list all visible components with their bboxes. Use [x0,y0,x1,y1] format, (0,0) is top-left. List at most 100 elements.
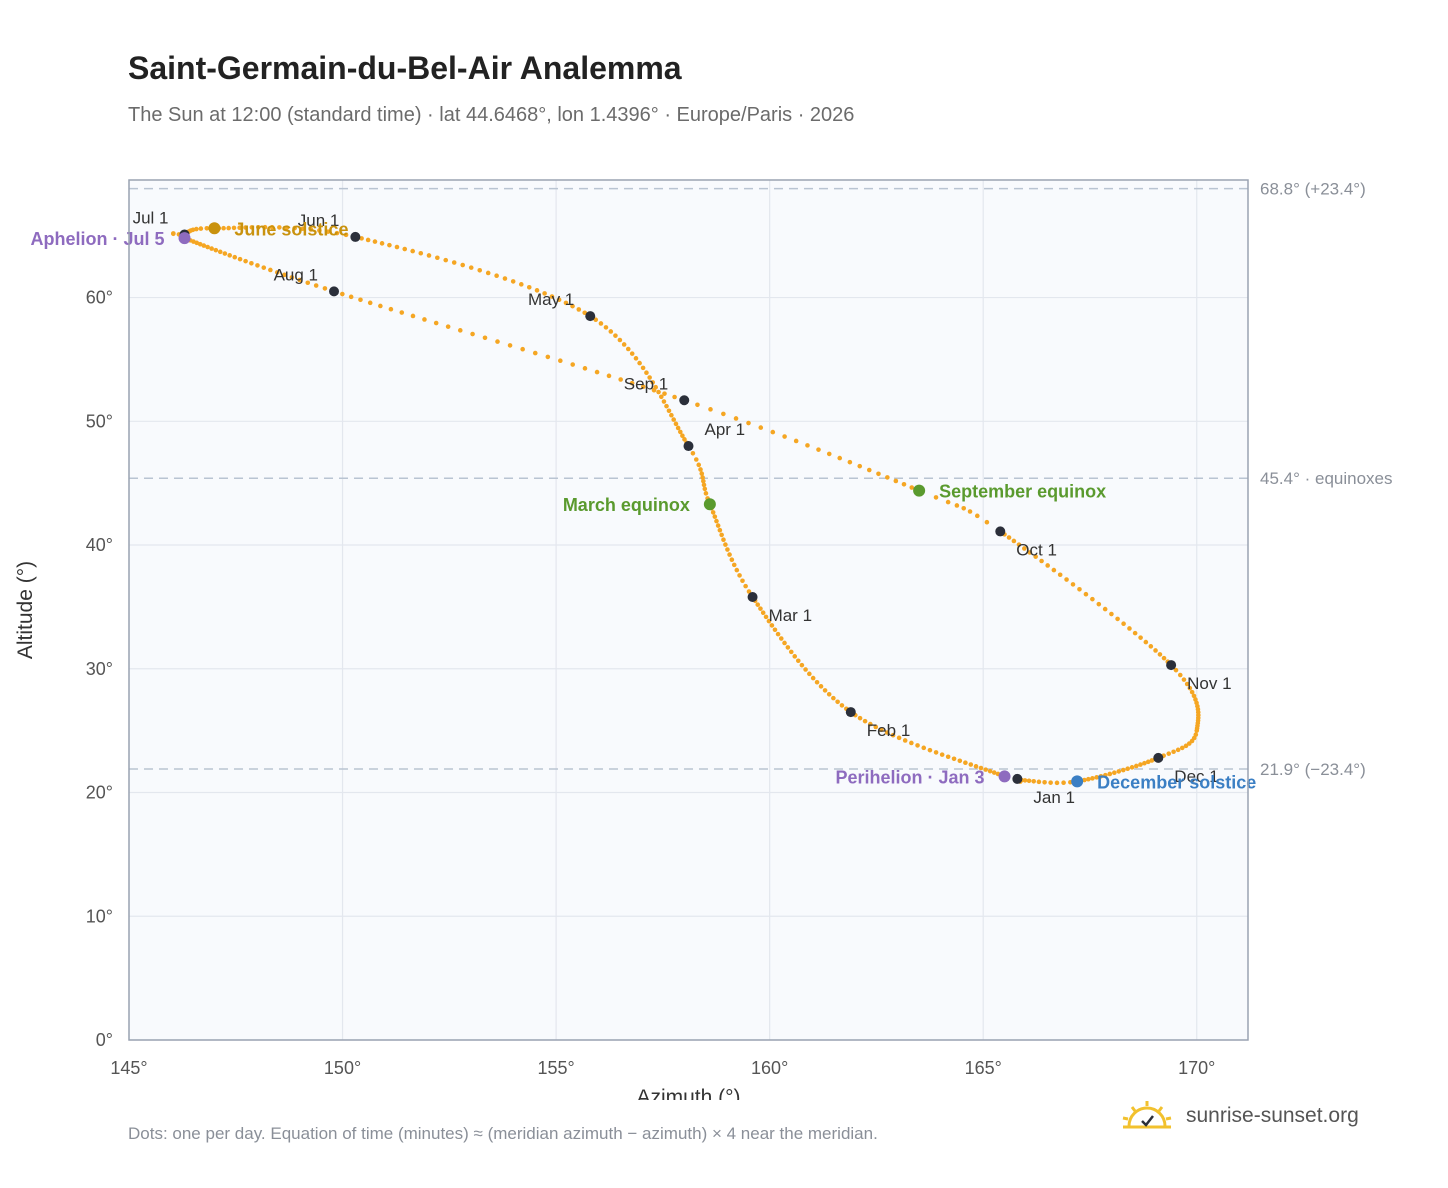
day-dot [673,421,679,427]
day-dot [690,450,696,456]
day-dot [782,640,787,646]
day-dot [494,273,499,279]
day-dot [194,240,200,246]
day-dot [556,297,562,302]
day-dot [457,328,463,333]
day-dot [621,342,627,347]
day-dot [289,275,295,280]
day-dot [957,758,963,764]
day-dot [558,358,563,364]
day-dot [782,434,787,439]
day-dot [746,420,751,426]
day-dot [1102,606,1108,612]
day-dot [731,562,737,568]
day-dot [209,246,214,251]
day-dot [399,310,405,315]
day-dot [1184,681,1190,687]
day-dot [876,471,881,477]
y-axis-title: Altitude (°) [14,561,37,659]
day-dot [680,433,685,439]
month-label: Oct 1 [1016,540,1057,559]
day-dot [204,225,210,231]
day-dot [961,506,967,511]
day-dot [921,745,927,751]
month-marker [683,441,694,452]
day-dot [274,270,280,275]
day-dot [598,321,604,326]
day-dot [226,225,231,231]
day-dot [334,230,340,236]
event-marker [1071,775,1084,788]
month-marker [1153,752,1164,763]
day-dot [987,768,993,774]
day-dot [666,408,672,414]
day-dot [893,478,899,484]
day-dot [201,243,207,248]
day-dot [629,380,635,386]
day-dot [818,684,824,689]
day-dot [1125,766,1130,772]
month-label: Sep 1 [624,374,668,393]
day-dot [1039,558,1044,564]
plot-frame [128,179,1249,1041]
x-tick-label: 150° [324,1058,361,1078]
day-dot [700,475,705,480]
day-dot [410,248,415,254]
day-dot [1149,758,1155,763]
reference-label: 68.8° (+23.4°) [1260,180,1366,199]
day-dot [255,263,260,268]
day-dot [939,752,945,757]
day-dot [879,727,884,733]
day-dot [305,280,311,286]
day-dot [1148,644,1154,649]
day-dot [1086,776,1091,782]
day-dot [359,236,364,241]
day-dot [708,407,713,412]
day-dot [277,225,282,230]
day-dot [772,627,778,633]
day-dot [1191,693,1197,699]
analemma-chart: 68.8° (+23.4°) 45.4° · equinoxes 21.9° (−2… [14,179,1393,1100]
day-dot [603,325,609,330]
day-dot [973,764,979,769]
day-dot [1094,775,1099,780]
day-dot [1090,596,1095,602]
day-dot [308,227,314,232]
day-dot [792,654,798,659]
day-dot [712,514,718,519]
day-dot [1120,767,1126,773]
day-dot [837,455,843,461]
day-dot [618,377,623,382]
day-dot [1121,621,1126,627]
day-dot [262,224,268,230]
day-dot [675,425,681,431]
event-marker [178,232,191,245]
reference-lines: 68.8° (+23.4°) 45.4° · equinoxes 21.9° (−2… [129,180,1393,779]
day-dot [468,265,474,270]
day-dot [613,333,618,338]
day-dot [606,373,612,379]
day-dot [617,337,623,343]
day-dot [433,320,439,326]
day-dot [699,471,705,476]
month-marker [747,592,758,603]
day-dot [721,411,726,417]
day-dot [1181,677,1187,682]
x-axis-title: Azimuth (°) [636,1086,740,1100]
day-dot [896,735,902,741]
day-dot [340,291,345,297]
brand[interactable]: sunrise-sunset.org [1120,1100,1359,1132]
day-dot [839,703,845,708]
day-dot [775,631,781,637]
day-dot [237,225,242,231]
day-dot [866,467,872,473]
day-dot [410,313,416,319]
month-label: Jun 1 [298,211,340,230]
chart-title: Saint-Germain-du-Bel-Air Analemma [128,50,682,86]
y-tick-label: 20° [86,783,113,803]
day-dot [1027,550,1033,555]
day-dot [1175,747,1181,753]
day-dot [647,375,652,380]
day-dot [1166,751,1172,756]
event-label: June solstice [234,219,348,239]
